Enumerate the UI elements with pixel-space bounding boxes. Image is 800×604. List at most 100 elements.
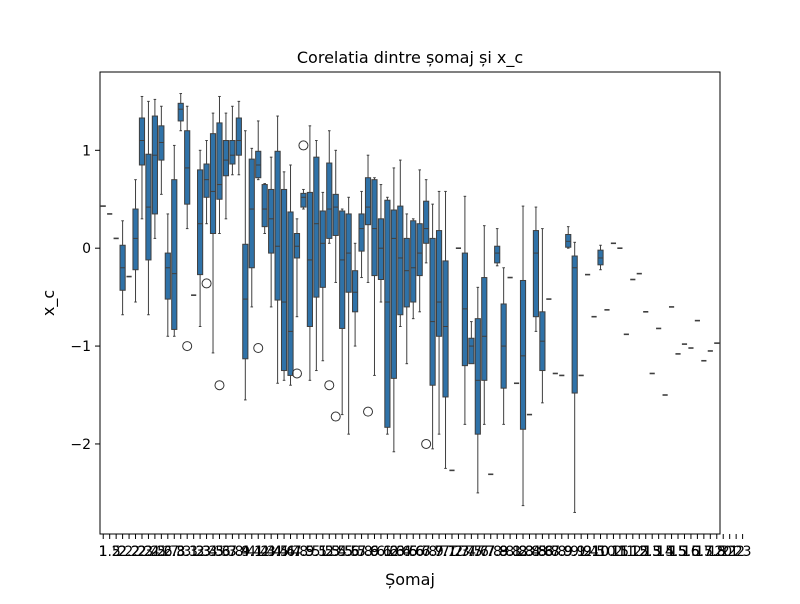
box-12 — [177, 93, 184, 132]
x-tick-label: 3.1 — [176, 544, 198, 560]
chart-title: Corelatia dintre șomaj și x_c — [297, 48, 523, 68]
x-tick-label: 14 — [656, 544, 674, 560]
box-22 — [242, 130, 249, 401]
box-body — [326, 162, 333, 239]
box-body — [397, 205, 404, 316]
box-outlier — [201, 278, 212, 289]
x-tick-label: 23 — [734, 544, 752, 560]
x-tick-label: 8.1 — [499, 544, 521, 560]
x-tick-label: 17 — [695, 544, 713, 560]
box-body — [519, 279, 527, 430]
box-29 — [287, 164, 294, 386]
box-body — [410, 220, 417, 303]
box-11 — [171, 144, 178, 337]
x-tick-label: 11.2 — [611, 544, 642, 560]
box-20 — [229, 105, 236, 176]
x-tick-label: 9.5 — [583, 544, 605, 560]
box-body — [339, 210, 346, 329]
box-body — [442, 260, 449, 398]
y-tick-label: −2 — [70, 437, 91, 453]
x-tick-label: 9.4 — [576, 544, 598, 560]
x-tick-label: 15.5 — [669, 544, 700, 560]
x-tick-label: 5.3 — [318, 544, 340, 560]
box-77 — [597, 244, 604, 271]
box-61 — [494, 228, 501, 267]
x-tick-label: 22 — [727, 544, 745, 560]
box-body — [164, 252, 171, 300]
box-58 — [474, 286, 481, 494]
box-59 — [481, 225, 488, 425]
box-body — [177, 102, 184, 122]
x-tick-label: 4.1 — [241, 544, 263, 560]
box-body — [287, 211, 294, 376]
box-body — [313, 156, 320, 298]
box-body — [261, 184, 268, 228]
box-outlier — [330, 411, 341, 422]
box-33 — [313, 140, 320, 372]
x-tick-label: 13.5 — [643, 544, 674, 560]
x-tick-label: 8.2 — [505, 544, 527, 560]
box-28 — [280, 171, 288, 381]
x-tick-label: 6.5 — [396, 544, 418, 560]
box-body — [138, 117, 146, 166]
x-tick-label: 6 — [370, 544, 379, 560]
box-body — [571, 255, 578, 394]
box-body — [171, 179, 178, 330]
x-tick-label: 12.5 — [630, 544, 661, 560]
x-tick-label: 5.6 — [338, 544, 360, 560]
box-48 — [410, 218, 417, 320]
box-outlier — [324, 380, 335, 391]
x-tick-label: 8.3 — [512, 544, 534, 560]
x-tick-label: 5.5 — [331, 544, 353, 560]
box-30 — [291, 218, 302, 379]
x-tick-label: 7.1 — [434, 544, 456, 560]
x-tick-label: 15 — [669, 544, 687, 560]
box-43 — [377, 184, 385, 303]
box-6 — [138, 95, 146, 220]
y-axis-label: x_c — [39, 290, 59, 316]
box-body — [358, 213, 365, 252]
x-tick-label: 4 — [241, 544, 250, 560]
x-tick-label: 7 — [435, 544, 444, 560]
x-tick-label: 20 — [714, 544, 732, 560]
x-tick-label: 4.8 — [286, 544, 308, 560]
x-tick-label: 10 — [592, 544, 610, 560]
x-tick-label: 4.7 — [279, 544, 301, 560]
box-outlier — [363, 406, 374, 417]
box-body — [197, 169, 204, 276]
x-tick-label: 10.5 — [598, 544, 629, 560]
x-tick-label: 6.3 — [383, 544, 405, 560]
x-tick-label: 3.7 — [215, 544, 237, 560]
box-3 — [119, 220, 126, 316]
x-tick-label: 5.7 — [344, 544, 366, 560]
box-body — [532, 230, 540, 318]
box-outlier — [298, 140, 309, 151]
box-47 — [403, 213, 410, 365]
box-body — [468, 337, 475, 365]
x-tick-label: 4.5 — [266, 544, 288, 560]
box-72 — [565, 226, 572, 249]
x-tick-label: 11.5 — [617, 544, 648, 560]
x-tick-label: 2.5 — [144, 544, 166, 560]
x-tick-label: 3.6 — [208, 544, 230, 560]
box-body — [274, 150, 281, 301]
x-tick-label: 9.2 — [570, 544, 592, 560]
box-body — [364, 177, 372, 226]
box-8 — [151, 98, 158, 239]
y-tick-label: 1 — [82, 143, 91, 159]
box-37 — [339, 208, 346, 416]
plot-frame — [99, 71, 721, 535]
x-tick-label: 13 — [643, 544, 661, 560]
box-9 — [158, 105, 165, 195]
box-26 — [268, 156, 275, 308]
x-tick-label: 2.8 — [163, 544, 185, 560]
box-body — [216, 122, 223, 200]
box-67 — [532, 206, 540, 332]
x-axis: 11.5222.22.22.32.42.52.62.72.833.13.23.3… — [99, 534, 752, 560]
box-outlier — [182, 341, 193, 352]
x-tick-label: 1 — [99, 544, 108, 560]
box-outlier — [291, 368, 302, 379]
x-tick-label: 1.5 — [99, 544, 121, 560]
